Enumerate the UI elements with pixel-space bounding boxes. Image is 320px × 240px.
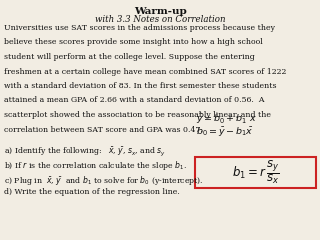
Text: Universities use SAT scores in the admissions process because they: Universities use SAT scores in the admis… [4,24,275,32]
Text: c) Plug in  $\bar{x}$, $\bar{y}$  and $b_1$ to solve for $b_0$ (y-intercept).: c) Plug in $\bar{x}$, $\bar{y}$ and $b_1… [4,174,204,187]
Text: a) Identify the following:   $\bar{x}$, $\bar{y}$, $s_x$, and $s_y$: a) Identify the following: $\bar{x}$, $\… [4,145,166,158]
Text: correlation between SAT score and GPA was 0.47.: correlation between SAT score and GPA wa… [4,126,203,133]
Text: scatterplot showed the association to be reasonably linear, and the: scatterplot showed the association to be… [4,111,271,119]
Text: with 3.3 Notes on Correlation: with 3.3 Notes on Correlation [95,15,225,24]
Text: b) If $r$ is the correlation calculate the slope $b_1$.: b) If $r$ is the correlation calculate t… [4,160,187,173]
Text: student will perform at the college level. Suppose the entering: student will perform at the college leve… [4,53,255,61]
Text: attained a mean GPA of 2.66 with a standard deviation of 0.56.  A: attained a mean GPA of 2.66 with a stand… [4,96,265,104]
Text: believe these scores provide some insight into how a high school: believe these scores provide some insigh… [4,38,263,47]
Text: Warm-up: Warm-up [134,7,186,16]
Text: d) Write the equation of the regression line.: d) Write the equation of the regression … [4,188,180,197]
Text: $\hat{y} = b_0 + b_1\ x$: $\hat{y} = b_0 + b_1\ x$ [196,111,257,126]
Text: $b_0 = \bar{y} - b_1\bar{x}$: $b_0 = \bar{y} - b_1\bar{x}$ [196,126,254,138]
Text: $b_1 = r\,\dfrac{s_y}{s_x}$: $b_1 = r\,\dfrac{s_y}{s_x}$ [232,158,279,186]
FancyBboxPatch shape [195,156,316,187]
Text: with a standard deviation of 83. In the first semester these students: with a standard deviation of 83. In the … [4,82,276,90]
Text: freshmen at a certain college have mean combined SAT scores of 1222: freshmen at a certain college have mean … [4,67,286,76]
